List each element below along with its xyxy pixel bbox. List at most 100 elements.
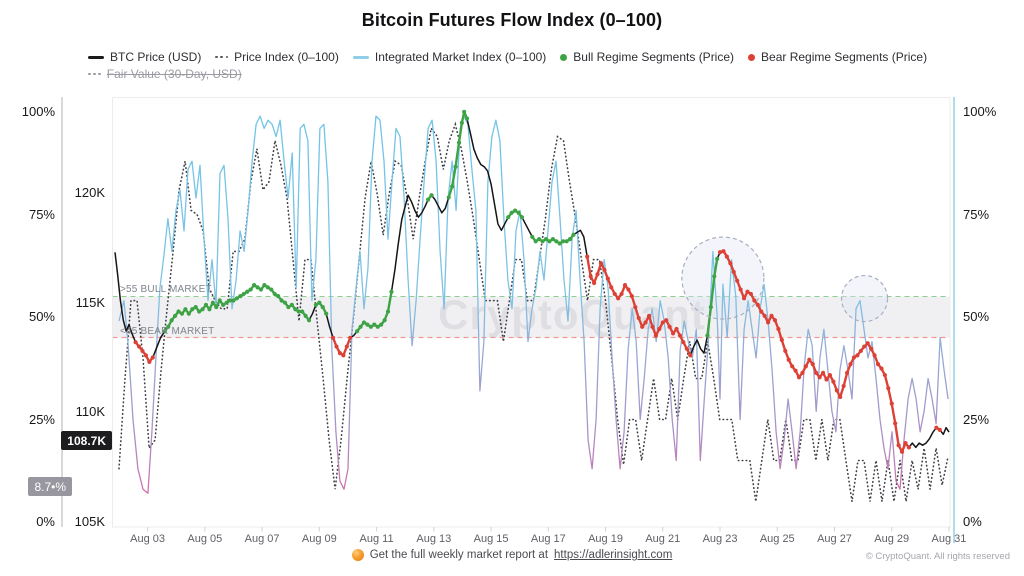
price-index-dotted-line xyxy=(118,121,949,502)
bear-segment-dot xyxy=(147,359,152,365)
bear-segment-dot xyxy=(755,302,760,307)
bear-segment-dot xyxy=(790,364,795,369)
legend-item-bear-regime-segments-price[interactable]: Bear Regime Segments (Price) xyxy=(748,50,927,64)
bear-segment-dot xyxy=(879,366,884,371)
bull-segment-dot xyxy=(300,309,305,314)
bear-segment-dot xyxy=(150,355,155,360)
last-price-badge: 108.7K xyxy=(61,431,112,450)
report-link[interactable]: https://adlerinsight.com xyxy=(554,549,673,561)
bull-segment-dot xyxy=(368,324,373,329)
bear-segment-dot xyxy=(882,372,887,378)
bull-segment-dot xyxy=(303,313,308,318)
bear-segment-dot xyxy=(629,294,634,299)
bear-segment-dot xyxy=(827,372,833,378)
legend-row: BTC Price (USD) Price Index (0–100) Integr… xyxy=(88,50,968,64)
report-footer: Get the full weekly market report at htt… xyxy=(0,549,1024,564)
bear-segment-dot xyxy=(776,326,781,332)
bull-segment-dot xyxy=(533,239,538,244)
bull-segment-dot xyxy=(519,215,525,220)
bear-segment-dot xyxy=(862,344,867,349)
bear-segment-dot xyxy=(906,445,912,450)
bear-segment-dot xyxy=(670,331,676,336)
y-left-percent-label: 75% xyxy=(28,206,55,222)
bull-segment-dot xyxy=(210,300,215,305)
bull-segment-dot xyxy=(547,239,552,244)
bear-segment-dot xyxy=(612,291,617,297)
bull-segment-dot xyxy=(543,237,549,242)
bull-segment-dot xyxy=(516,210,521,215)
x-date-label: Aug 13 xyxy=(416,533,452,545)
last-index-badge: 8.7•% xyxy=(28,477,72,496)
legend-item-btc-price-usd[interactable]: BTC Price (USD) xyxy=(88,50,201,64)
dot-marker-icon xyxy=(748,53,756,61)
bear-segment-dot xyxy=(858,348,863,354)
bear-segment-dot xyxy=(841,383,846,389)
highlight-circle-fill xyxy=(841,275,888,322)
bear-segment-dot xyxy=(807,357,812,362)
bear-segment-dot xyxy=(646,313,652,318)
legend-item-fair-value-30-day-usd[interactable]: Fair Value (30-Day, USD) xyxy=(88,67,242,81)
bull-segment-dot xyxy=(446,195,451,200)
bear-segment-dot xyxy=(875,362,881,367)
bear-segment-dot xyxy=(759,309,764,314)
x-date-label: Aug 05 xyxy=(187,533,223,545)
x-date-label: Aug 15 xyxy=(473,533,509,545)
bull-segment-dot xyxy=(425,197,431,202)
legend-item-integrated-market-index-0-100[interactable]: Integrated Market Index (0–100) xyxy=(352,50,546,64)
legend-item-bull-regime-segments-price[interactable]: Bull Regime Segments (Price) xyxy=(560,50,734,64)
x-date-label: Aug 27 xyxy=(817,533,852,545)
bull-segment-dot xyxy=(361,320,367,325)
bear-segment-dot xyxy=(602,267,607,272)
x-date-label: Aug 03 xyxy=(130,533,166,545)
bear-segment-dot xyxy=(793,368,798,373)
bull-segment-dot xyxy=(459,120,464,125)
bull-segment-dot xyxy=(708,304,713,310)
bear-segment-dot xyxy=(341,353,346,358)
x-date-label: Aug 23 xyxy=(702,533,738,545)
bull-segment-dot xyxy=(358,324,363,329)
legend-item-label: Bull Regime Segments (Price) xyxy=(573,50,735,64)
bear-segment-dot xyxy=(344,344,349,349)
y-right-percent-label: 100% xyxy=(963,104,997,119)
x-date-label: Aug 19 xyxy=(588,533,623,545)
bear-segment-dot xyxy=(817,375,822,380)
y-right-percent-label: 75% xyxy=(963,206,990,222)
bull-segment-dot xyxy=(379,322,384,327)
bull-segment-dot xyxy=(169,318,174,323)
bear-segment-dot xyxy=(595,272,600,277)
bear-segment-dot xyxy=(626,287,631,292)
x-date-label: Aug 17 xyxy=(530,533,566,545)
dots-marker-icon xyxy=(88,72,101,76)
bull-segment-dot xyxy=(255,285,260,290)
x-date-label: Aug 31 xyxy=(931,533,967,545)
bear-segment-dot xyxy=(660,320,665,325)
legend-row: Fair Value (30-Day, USD) xyxy=(88,67,968,81)
bear-segment-dot xyxy=(741,296,747,301)
integrated-index-line xyxy=(118,115,949,494)
highlight-circle xyxy=(681,236,765,320)
bear-segment-dot xyxy=(588,274,593,279)
bull-segment-dot xyxy=(462,109,467,115)
orange-circle-icon xyxy=(351,549,364,561)
bull-segment-dot xyxy=(190,307,195,312)
y-left-percent-label: 50% xyxy=(28,309,55,324)
bear-segment-dot xyxy=(848,362,853,367)
bull-segment-dot xyxy=(296,309,301,314)
bull-segment-dot xyxy=(176,309,181,314)
bear-segment-dot xyxy=(143,353,149,358)
bear-segment-dot xyxy=(657,326,662,332)
bull-segment-dot xyxy=(214,304,219,310)
bull-segment-dot xyxy=(251,283,257,288)
bear-segment-dot xyxy=(330,335,336,340)
bull-segment-dot xyxy=(567,237,573,242)
bear-segment-dot xyxy=(334,344,339,349)
legend-item-price-index-0-100[interactable]: Price Index (0–100) xyxy=(215,50,339,64)
bear-segment-dot xyxy=(738,287,743,292)
dots-marker-icon xyxy=(215,55,229,59)
bear-segment-dot xyxy=(616,296,621,301)
bear-segment-dot xyxy=(591,280,597,286)
bull-segment-dot xyxy=(456,140,462,145)
bear-segment-dot xyxy=(598,261,604,266)
bear-segment-dot xyxy=(337,351,343,356)
